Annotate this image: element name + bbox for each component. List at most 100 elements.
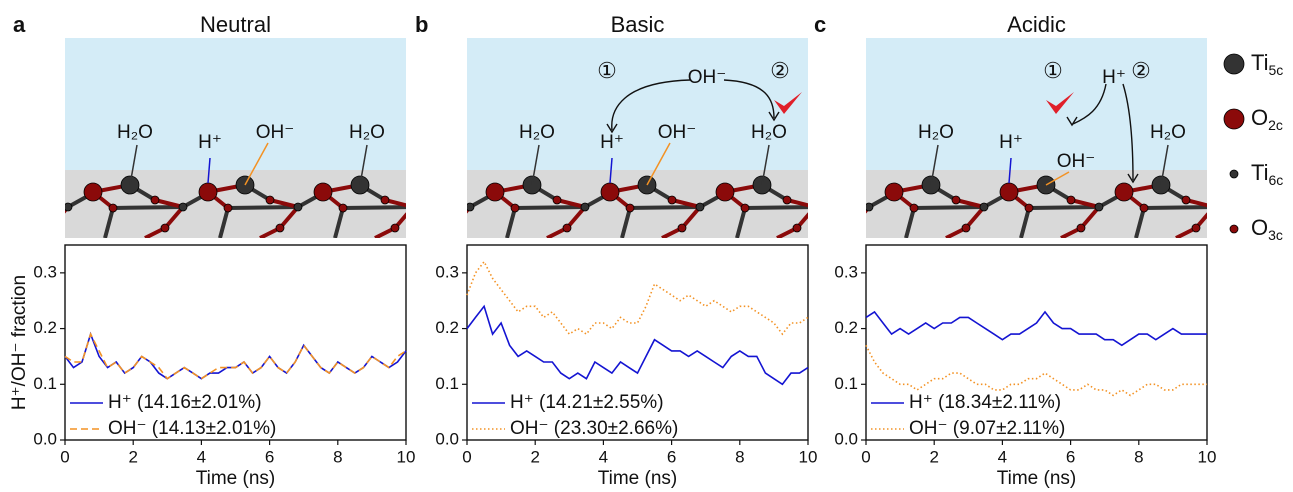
atom: [677, 223, 687, 233]
bond: [786, 198, 808, 208]
y-tick-label: 0.3: [33, 262, 57, 281]
bond: [417, 185, 442, 200]
atom: [438, 196, 446, 204]
atom: [884, 182, 904, 202]
panel-title: Basic: [611, 12, 665, 37]
species-label: OH⁻: [256, 122, 295, 143]
x-tick-label: 4: [998, 447, 1007, 466]
atom: [65, 202, 73, 212]
x-tick-label: 8: [1134, 447, 1143, 466]
species-label: H₂O: [117, 122, 153, 143]
check: [1046, 92, 1074, 114]
bond: [671, 198, 701, 209]
atom: [1181, 195, 1191, 205]
bond: [816, 185, 841, 200]
atom: [600, 182, 620, 202]
atom: [0, 204, 2, 212]
bond: [450, 208, 458, 238]
atom: [979, 202, 989, 212]
atom: [380, 195, 390, 205]
atom: [999, 182, 1019, 202]
arrow: [1072, 83, 1107, 125]
x-tick-label: 4: [197, 447, 206, 466]
atom: [847, 224, 855, 232]
series-line: [64, 331, 407, 380]
atom: [429, 183, 447, 201]
atom: [1191, 223, 1201, 233]
x-tick-label: 8: [333, 447, 342, 466]
y-tick-label: 0.3: [435, 262, 459, 281]
atom: [1076, 223, 1086, 233]
plot-frame: [466, 244, 809, 441]
x-tick-label: 2: [929, 447, 938, 466]
bond: [866, 205, 870, 210]
atom: [1210, 203, 1218, 211]
species-label: H₂O: [751, 122, 787, 143]
bond: [1079, 205, 1101, 230]
x-axis-label: Time (ns): [997, 468, 1077, 489]
bond: [866, 204, 870, 209]
species-label: H⁺: [600, 132, 624, 153]
atom: [856, 204, 864, 212]
x-tick-label: 6: [265, 447, 274, 466]
atom: [448, 224, 456, 232]
legend-atom: [1223, 108, 1245, 130]
x-tick-label: 10: [1198, 447, 1217, 466]
atom: [198, 182, 218, 202]
atom: [552, 195, 562, 205]
bond: [1134, 207, 1146, 238]
panel-letter: b: [415, 12, 428, 37]
legend-label: OH⁻ (9.07±2.11%): [909, 418, 1065, 439]
legend-atom: [1229, 224, 1239, 234]
h-bond: [609, 157, 613, 184]
atom-symbol: Ti: [1251, 160, 1269, 185]
bond: [15, 185, 40, 200]
legend-atom: [1223, 53, 1245, 75]
atom: [1255, 204, 1263, 212]
bond: [629, 205, 701, 210]
atom: [715, 182, 735, 202]
bond: [342, 205, 406, 210]
legend-label: H⁺ (18.34±2.11%): [909, 392, 1061, 413]
bond: [840, 192, 860, 208]
species-label: H₂O: [349, 122, 385, 143]
atom: [409, 203, 417, 211]
bond: [1019, 207, 1031, 238]
atom: [961, 223, 971, 233]
atom: [1066, 195, 1076, 205]
bond: [831, 228, 851, 238]
atom: [313, 182, 333, 202]
bond: [815, 192, 842, 207]
atom: [485, 182, 505, 202]
atom: [695, 202, 705, 212]
bond: [514, 205, 586, 210]
bond: [0, 185, 15, 192]
atom-subscript: 6c: [1269, 172, 1284, 188]
step-label: ①: [597, 58, 617, 83]
atom: [562, 223, 572, 233]
step-label: ②: [1131, 58, 1151, 83]
bond: [852, 208, 860, 238]
atom-subscript: 3c: [1268, 227, 1283, 243]
bond: [30, 228, 50, 238]
bond: [913, 205, 985, 210]
atom-label: O3c: [1251, 215, 1283, 243]
water: [65, 38, 406, 170]
y-tick-label: 0.1: [834, 374, 858, 393]
h-bond: [207, 157, 211, 184]
h-bond: [1008, 157, 1012, 184]
arrow: [1122, 83, 1134, 181]
atom: [740, 203, 750, 213]
atom: [580, 202, 590, 212]
top-species: OH⁻: [688, 67, 727, 88]
atom: [338, 203, 348, 213]
atom-subscript: 5c: [1269, 62, 1284, 78]
atom-symbol: O: [1251, 105, 1268, 130]
arrow: [611, 79, 691, 131]
atom-label: Ti6c: [1251, 160, 1283, 188]
panel-letter: c: [814, 12, 826, 37]
x-axis-label: Time (ns): [598, 468, 678, 489]
atom: [909, 203, 919, 213]
bond: [393, 212, 406, 230]
lattice: [417, 175, 864, 238]
